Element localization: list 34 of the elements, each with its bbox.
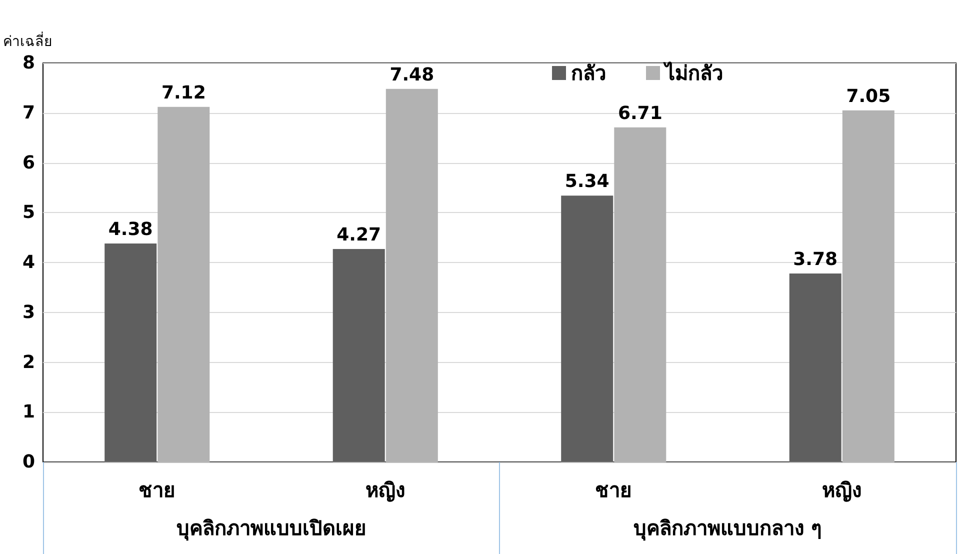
y-tick-label: 4: [22, 252, 35, 273]
y-tick-label: 8: [22, 52, 35, 74]
bar: [104, 244, 157, 462]
x-tick-label: ชาย: [595, 478, 632, 502]
data-label: 7.12: [161, 82, 206, 104]
data-label: 5.34: [564, 171, 610, 192]
x-tick-label: หญิง: [822, 478, 862, 502]
y-axis-title: ค่าเฉลี่ย: [3, 32, 52, 50]
text: บุคลิกภาพแบบเปิดเผย: [176, 516, 366, 541]
legend-label: กลัว: [571, 61, 606, 85]
data-label: 3.78: [793, 248, 838, 270]
bar: [386, 88, 438, 462]
y-tick-label: 5: [22, 202, 35, 224]
text: บุคลิกภาพแบบกลาง ๆ: [633, 516, 822, 541]
y-tick-label: 0: [22, 452, 35, 472]
y-tick-label: 3: [22, 302, 35, 323]
data-label: 6.71: [618, 102, 662, 124]
x-tick-label: ชาย: [138, 478, 176, 502]
y-tick-label: 6: [22, 152, 35, 174]
bar: [561, 196, 614, 462]
data-label: 7.48: [390, 64, 434, 86]
y-tick-label: 7: [22, 102, 35, 124]
bar: [842, 110, 894, 462]
data-label: 7.05: [846, 86, 891, 107]
data-label: 4.38: [108, 219, 153, 240]
bar: [614, 127, 666, 462]
x-tick-label: หญิง: [365, 478, 406, 502]
bar: [158, 106, 210, 462]
bar: [332, 249, 385, 462]
y-tick-label: 2: [22, 352, 35, 373]
bar: [789, 273, 842, 462]
data-label: 4.27: [336, 224, 382, 246]
legend-label: ไม่กลัว: [663, 61, 723, 85]
y-tick-label: 1: [22, 402, 35, 423]
